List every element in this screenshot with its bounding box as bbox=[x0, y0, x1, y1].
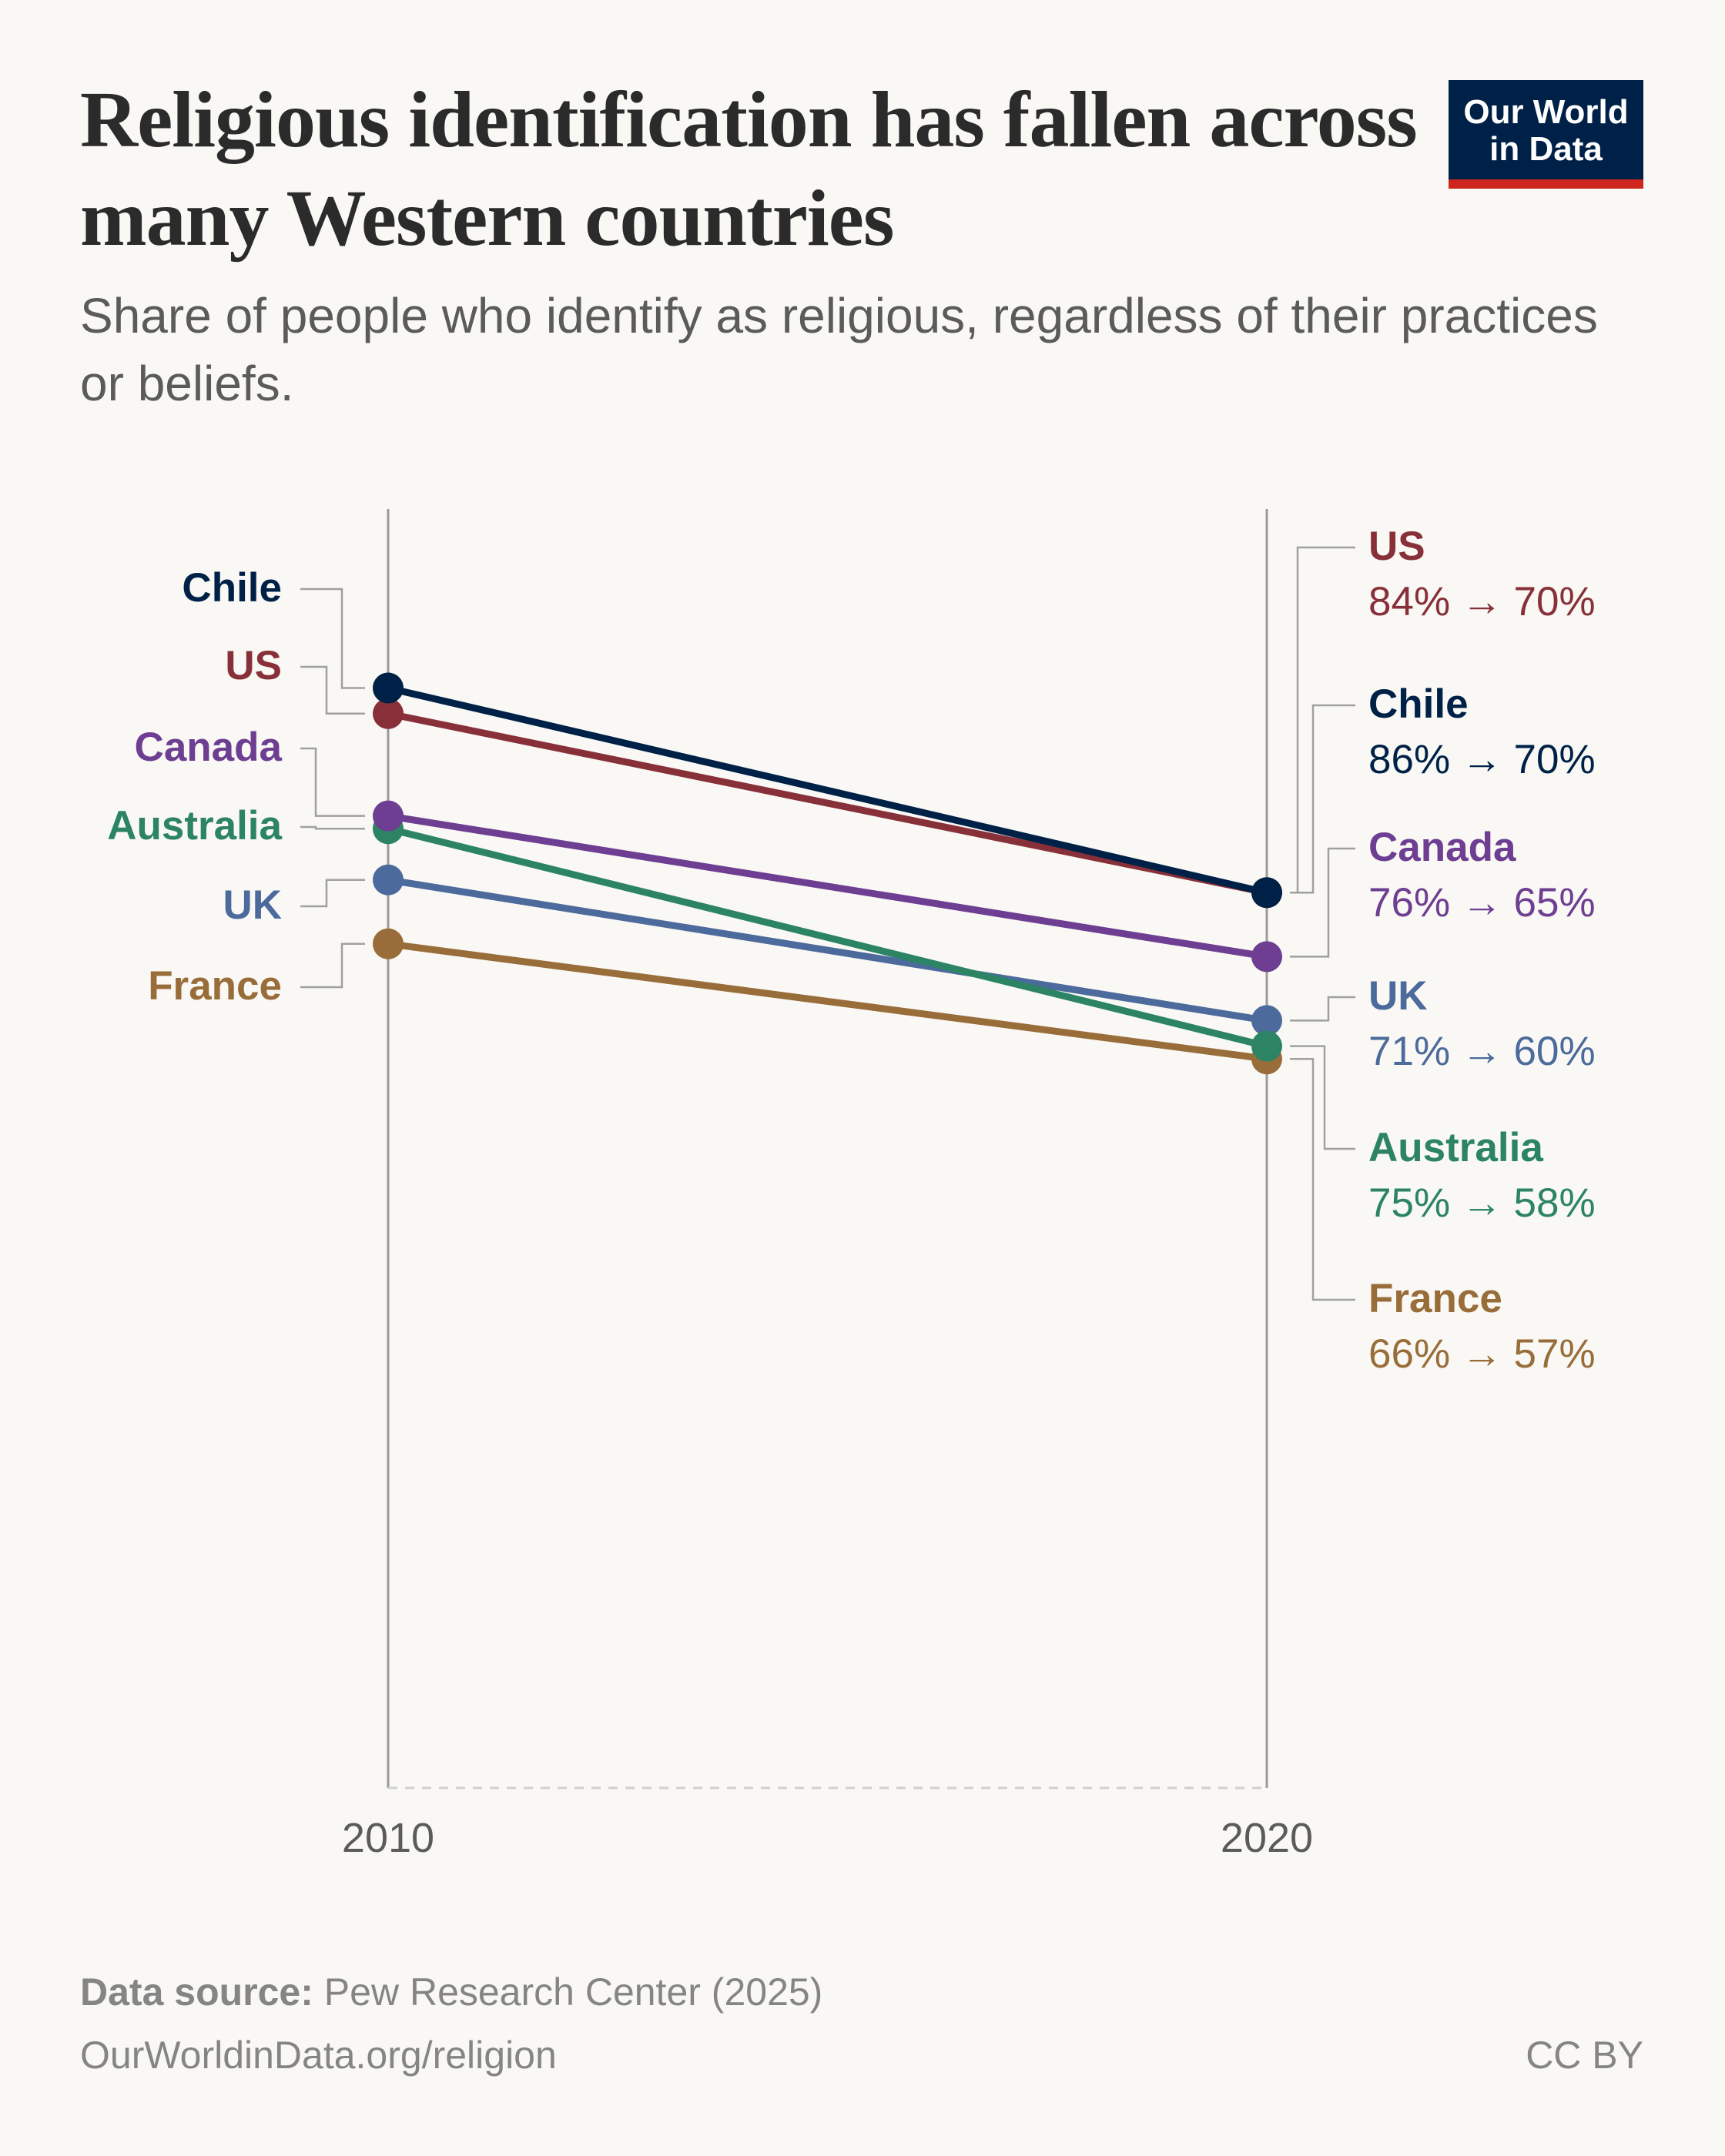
right-label: Australia bbox=[1368, 1125, 1543, 1170]
connector-right-canada bbox=[1290, 847, 1355, 958]
connector-left-australia bbox=[300, 825, 365, 830]
logo-line-1: Our World bbox=[1463, 93, 1629, 131]
right-label: France bbox=[1368, 1276, 1502, 1321]
change-label: 86% → 70% bbox=[1368, 737, 1596, 782]
series-uk bbox=[373, 864, 1282, 1036]
label-connectors bbox=[300, 546, 1355, 1301]
connector-right-australia bbox=[1290, 1045, 1355, 1150]
slope-line bbox=[387, 710, 1268, 896]
left-label: Chile bbox=[182, 565, 282, 611]
slope-line bbox=[387, 825, 1268, 1050]
series-canada bbox=[373, 800, 1282, 973]
data-point-2010 bbox=[373, 672, 404, 704]
x-tick-label: 2020 bbox=[1221, 1815, 1313, 1861]
left-label: UK bbox=[223, 882, 282, 928]
left-label: Australia bbox=[107, 803, 282, 849]
data-point-2010 bbox=[373, 800, 404, 832]
owid-logo[interactable]: Our World in Data bbox=[1449, 80, 1643, 189]
right-label: Canada bbox=[1368, 825, 1516, 870]
data-point-2020 bbox=[1251, 1005, 1282, 1036]
data-point-2010 bbox=[373, 698, 404, 729]
x-tick-label: 2010 bbox=[342, 1815, 434, 1861]
data-point-2020 bbox=[1251, 1030, 1282, 1062]
change-label: 66% → 57% bbox=[1368, 1331, 1596, 1377]
data-point-2010 bbox=[373, 864, 404, 896]
source-label: Data source: bbox=[80, 1970, 313, 2014]
slope-line bbox=[387, 685, 1268, 896]
connector-right-uk bbox=[1290, 996, 1355, 1022]
left-label: Canada bbox=[135, 725, 283, 770]
connector-left-france bbox=[300, 942, 365, 989]
connector-left-uk bbox=[300, 879, 365, 908]
data-point-2020 bbox=[1251, 941, 1282, 973]
connector-right-france bbox=[1290, 1057, 1355, 1301]
change-label: 76% → 65% bbox=[1368, 880, 1596, 926]
series-chile bbox=[373, 672, 1282, 909]
change-label: 75% → 58% bbox=[1368, 1180, 1596, 1226]
chart-title: Religious identification has fallen acro… bbox=[80, 75, 1418, 263]
connector-left-canada bbox=[300, 747, 365, 817]
slope-line bbox=[387, 876, 1268, 1024]
chart-header: Religious identification has fallen acro… bbox=[80, 71, 1598, 417]
slope-line bbox=[387, 940, 1268, 1063]
license[interactable]: CC BY bbox=[1526, 2034, 1643, 2077]
logo-line-2: in Data bbox=[1489, 130, 1603, 168]
connector-right-chile bbox=[1290, 704, 1355, 894]
change-label: 71% → 60% bbox=[1368, 1029, 1596, 1074]
source-text: Pew Research Center (2025) bbox=[323, 1970, 823, 2014]
right-label: Chile bbox=[1368, 681, 1469, 727]
change-label: 84% → 70% bbox=[1368, 579, 1596, 624]
left-label: US bbox=[225, 643, 282, 688]
series-us bbox=[373, 698, 1282, 909]
connector-right-us bbox=[1290, 546, 1355, 894]
connector-left-us bbox=[300, 665, 365, 715]
source-url[interactable]: OurWorldinData.org/religion bbox=[80, 2034, 557, 2077]
data-point-2010 bbox=[373, 928, 404, 959]
right-label: US bbox=[1368, 524, 1425, 569]
chart-subtitle: Share of people who identify as religiou… bbox=[80, 288, 1598, 411]
connector-left-chile bbox=[300, 588, 365, 689]
right-label: UK bbox=[1368, 973, 1428, 1019]
data-point-2020 bbox=[1251, 877, 1282, 909]
data-source: Data source: Pew Research Center (2025) bbox=[80, 1970, 822, 2014]
left-label: France bbox=[148, 963, 282, 1009]
slope-line bbox=[387, 812, 1268, 960]
